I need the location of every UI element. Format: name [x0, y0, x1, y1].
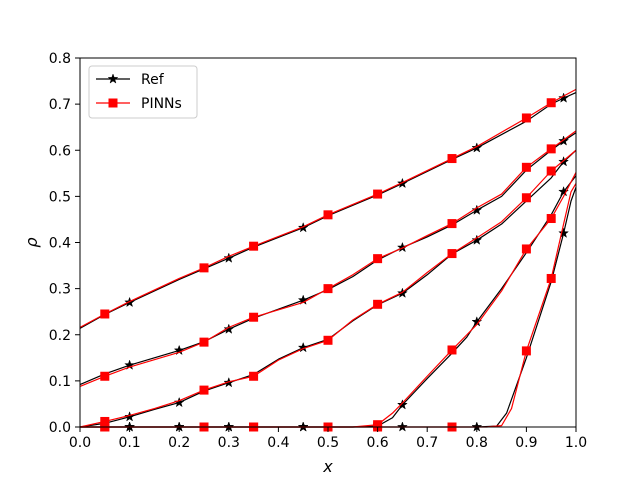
pinns-marker [199, 263, 209, 273]
ref-marker [558, 227, 570, 238]
series-layer [79, 88, 577, 432]
pinns-marker [249, 312, 259, 322]
pinns-marker [546, 214, 556, 224]
pinns-marker [447, 154, 457, 164]
pinns-line-5 [80, 183, 577, 428]
y-axis-label: ρ [22, 237, 41, 247]
ref-marker [471, 234, 483, 245]
pinns-marker [100, 371, 110, 381]
ref-marker [124, 411, 136, 422]
pinns-marker [373, 189, 383, 199]
ref-line-2 [79, 132, 577, 386]
y-tick-label: 0.4 [49, 236, 71, 252]
pinns-marker [521, 346, 531, 356]
ref-line-5 [80, 186, 577, 428]
y-tick-label: 0.3 [49, 282, 71, 298]
pinns-marker [447, 345, 457, 355]
pinns-marker [373, 299, 383, 309]
y-tick-label: 0.0 [49, 420, 71, 436]
x-tick-label: 0.7 [416, 435, 438, 451]
pinns-marker [447, 249, 457, 259]
pinns-marker [249, 241, 259, 251]
pinns-marker [323, 284, 333, 294]
legend-item-pinns: PINNs [96, 96, 182, 112]
legend-label: Ref [141, 72, 165, 88]
axis-ticks: 0.0 0.1 0.2 0.3 0.4 0.5 0.6 0.7 0.8 0.9 1.0 0.0 0.1 0… [49, 51, 587, 451]
y-tick-label: 0.6 [49, 143, 71, 159]
x-tick-label: 0.0 [69, 435, 91, 451]
pinns-marker [323, 335, 333, 345]
series-ref [79, 92, 577, 432]
pinns-marker [521, 244, 531, 254]
legend: Ref PINNs [88, 65, 198, 119]
pinns-marker [521, 162, 531, 172]
x-tick-label: 0.5 [317, 435, 339, 451]
pinns-line-1 [79, 88, 577, 328]
ref-marker [471, 204, 483, 215]
x-axis-label: x [322, 457, 333, 476]
y-tick-label: 0.1 [49, 374, 71, 390]
legend-swatch-marker [107, 73, 119, 84]
legend-item-ref: Ref [96, 72, 165, 88]
x-tick-label: 0.3 [218, 435, 240, 451]
y-tick-label: 0.5 [49, 189, 71, 205]
x-tick-label: 1.0 [565, 435, 587, 451]
pinns-marker [447, 219, 457, 229]
x-tick-label: 0.8 [466, 435, 488, 451]
ref-marker [223, 252, 235, 263]
x-tick-label: 0.9 [515, 435, 537, 451]
ref-marker [558, 92, 570, 103]
x-tick-label: 0.2 [168, 435, 190, 451]
pinns-marker [546, 144, 556, 154]
pinns-marker [199, 385, 209, 395]
pinns-marker [521, 113, 531, 123]
y-tick-label: 0.2 [49, 328, 71, 344]
x-tick-label: 0.4 [267, 435, 289, 451]
series-pinns [79, 88, 577, 432]
pinns-marker [323, 210, 333, 220]
ref-line-1 [79, 92, 577, 329]
legend-swatch-marker [108, 98, 118, 108]
pinns-marker [546, 273, 556, 283]
ref-marker [396, 241, 408, 253]
ref-marker [471, 142, 483, 153]
x-tick-label: 0.1 [118, 435, 140, 451]
legend-label: PINNs [141, 96, 182, 112]
ref-marker [297, 341, 309, 353]
pinns-marker [521, 193, 531, 203]
ref-marker [223, 323, 235, 334]
ref-marker [396, 399, 408, 410]
pinns-marker [249, 371, 259, 381]
pinns-marker [373, 254, 383, 264]
pinns-marker [546, 98, 556, 108]
pinns-line-2 [79, 130, 577, 387]
y-tick-label: 0.7 [49, 97, 71, 113]
x-tick-label: 0.6 [366, 435, 388, 451]
pinns-marker [100, 309, 110, 319]
pinns-marker [546, 166, 556, 176]
pinns-marker [199, 337, 209, 347]
y-tick-label: 0.8 [49, 51, 71, 67]
ref-marker [173, 396, 185, 408]
